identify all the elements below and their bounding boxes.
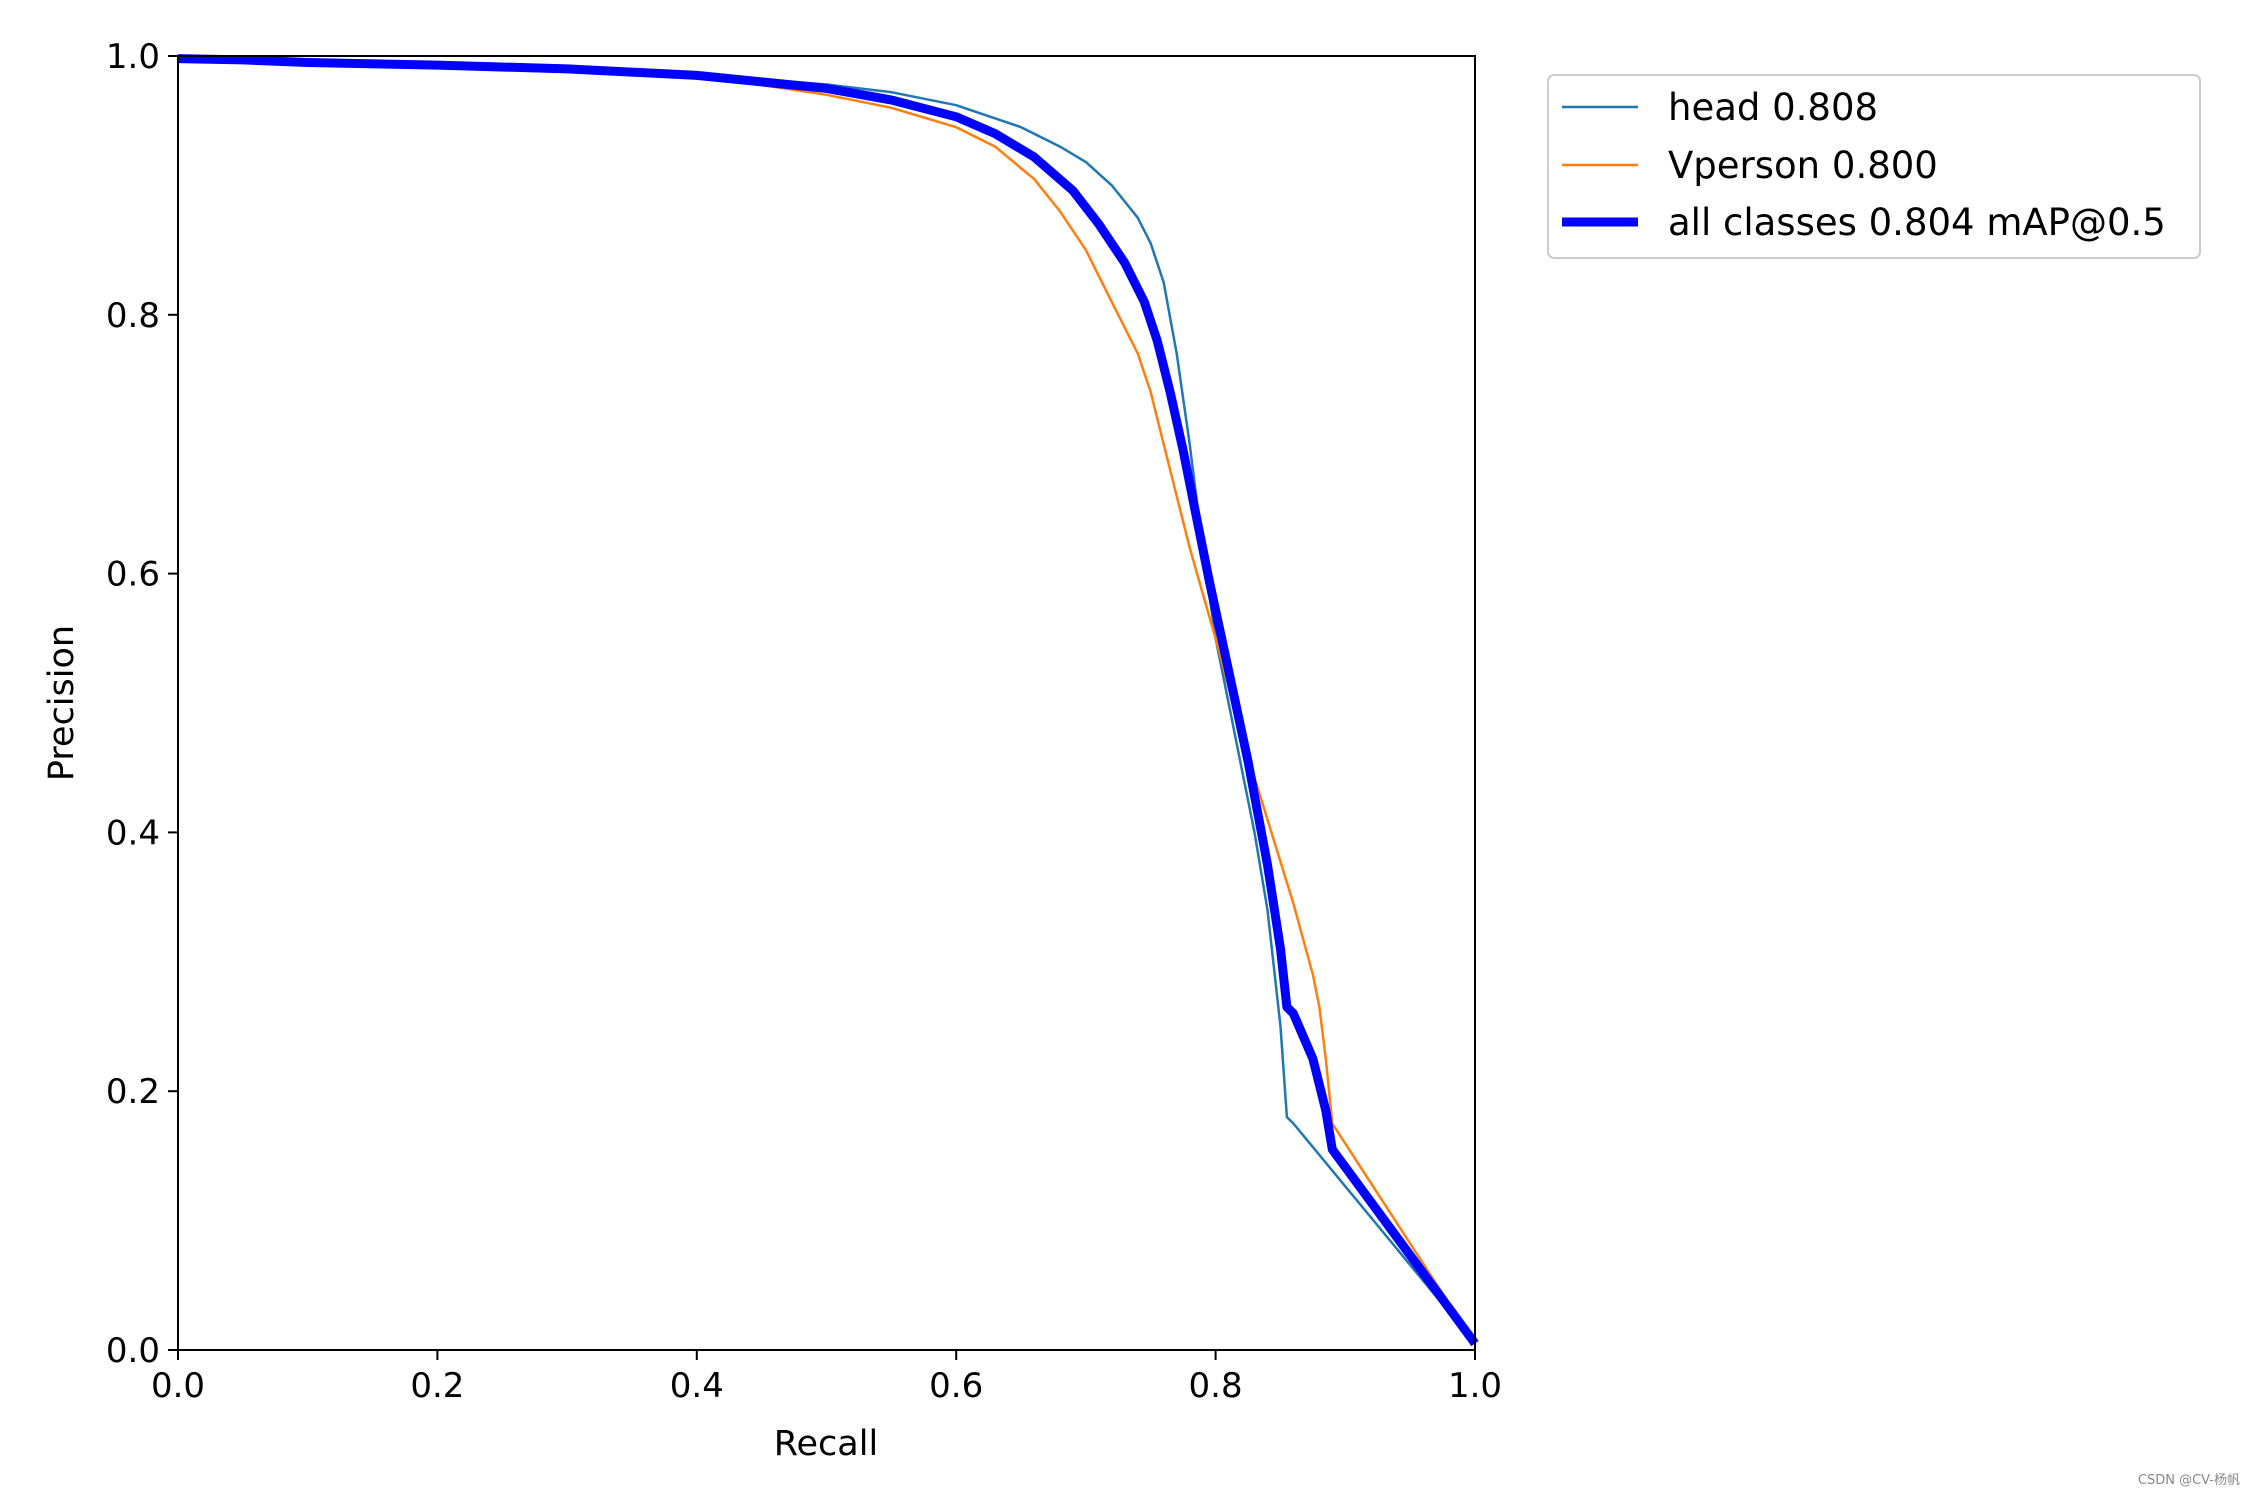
y-axis-ticks: 0.0 0.2 0.4 0.6 0.8 1.0 <box>106 37 178 1371</box>
legend: head 0.808 Vperson 0.800 all classes 0.8… <box>1547 74 2201 259</box>
legend-label-all-classes: all classes 0.804 mAP@0.5 <box>1668 201 2166 244</box>
x-axis-label: Recall <box>774 1424 878 1464</box>
y-tick-label: 0.0 <box>106 1331 160 1371</box>
x-tick-label: 0.8 <box>1189 1366 1243 1406</box>
series-line-0 <box>177 57 1476 1345</box>
x-tick-label: 0.2 <box>410 1366 464 1406</box>
x-tick-label: 0.0 <box>151 1366 205 1406</box>
x-tick-label: 1.0 <box>1448 1366 1502 1406</box>
legend-label-head: head 0.808 <box>1668 86 1878 129</box>
legend-label-vperson: Vperson 0.800 <box>1668 144 1938 187</box>
y-tick-label: 0.6 <box>106 555 160 595</box>
y-tick-label: 1.0 <box>106 37 160 77</box>
y-tick-label: 0.4 <box>106 813 160 853</box>
series-lines <box>177 54 1479 1347</box>
legend-box <box>1547 74 2201 259</box>
plot-area-frame <box>177 55 1476 1351</box>
y-axis-label: Precision <box>42 625 82 781</box>
x-axis-ticks: 0.0 0.2 0.4 0.6 0.8 1.0 <box>151 1350 1502 1406</box>
x-tick-label: 0.6 <box>929 1366 983 1406</box>
series-line-2 <box>177 54 1479 1347</box>
y-tick-label: 0.8 <box>106 296 160 336</box>
y-tick-label: 0.2 <box>106 1072 160 1112</box>
series-line-1 <box>177 57 1477 1345</box>
watermark: CSDN @CV-杨帆 <box>2137 1473 2240 1488</box>
x-tick-label: 0.4 <box>670 1366 724 1406</box>
